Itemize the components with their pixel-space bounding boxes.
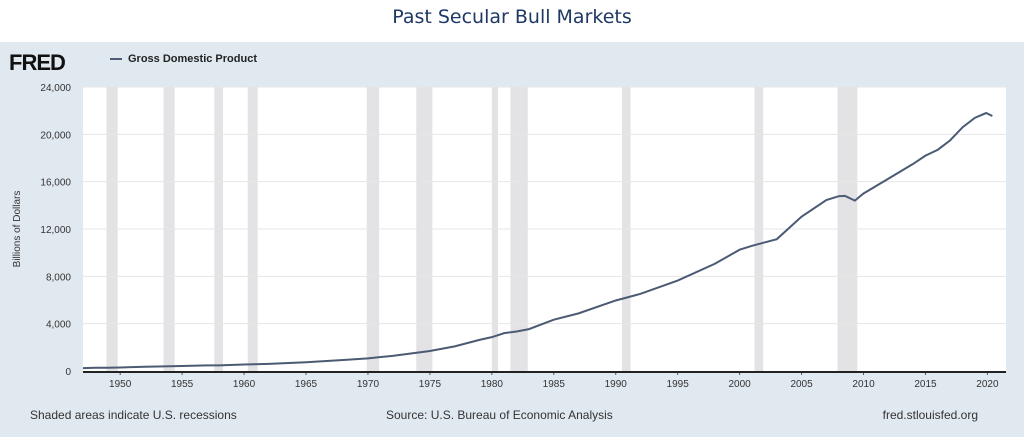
fred-logo: FRED xyxy=(9,50,66,75)
legend: Gross Domestic Product xyxy=(110,53,257,65)
y-tick-label: 4,000 xyxy=(46,320,71,331)
y-tick-label: 12,000 xyxy=(40,225,71,236)
x-tick-label: 2000 xyxy=(729,379,752,390)
x-tick-label: 1985 xyxy=(543,379,566,390)
x-tick-label: 2005 xyxy=(790,379,813,390)
x-tick-label: 1975 xyxy=(419,379,442,390)
page-title: Past Secular Bull Markets xyxy=(392,6,632,28)
x-tick-label: 1955 xyxy=(171,379,194,390)
y-tick-label: 0 xyxy=(65,367,71,378)
x-tick-label: 1950 xyxy=(109,379,132,390)
x-tick-label: 2015 xyxy=(914,379,937,390)
legend-swatch xyxy=(110,58,122,61)
x-tick-label: 2020 xyxy=(976,379,999,390)
x-tick-label: 1990 xyxy=(605,379,628,390)
legend-label: Gross Domestic Product xyxy=(128,53,257,65)
x-tick-label: 1980 xyxy=(481,379,504,390)
y-tick-label: 8,000 xyxy=(46,272,71,283)
y-tick-label: 24,000 xyxy=(40,83,71,94)
recession-note: Shaded areas indicate U.S. recessions xyxy=(30,408,237,422)
x-tick-label: 1965 xyxy=(295,379,318,390)
x-tick-label: 1995 xyxy=(667,379,690,390)
y-tick-label: 20,000 xyxy=(40,130,71,141)
x-tick-label: 2010 xyxy=(852,379,875,390)
source-note: Source: U.S. Bureau of Economic Analysis xyxy=(386,408,613,422)
y-tick-label: 16,000 xyxy=(40,178,71,189)
x-tick-label: 1960 xyxy=(233,379,256,390)
gdp-line xyxy=(82,111,993,370)
y-axis-label: Billions of Dollars xyxy=(12,191,23,268)
x-tick-label: 1970 xyxy=(357,379,380,390)
fred-url[interactable]: fred.stlouisfed.org xyxy=(882,408,978,422)
